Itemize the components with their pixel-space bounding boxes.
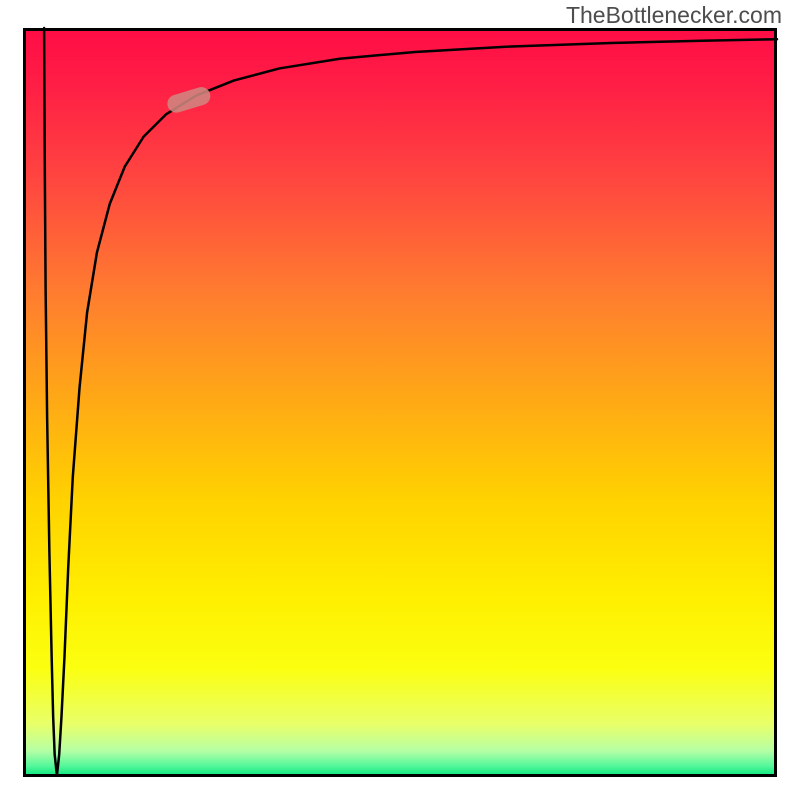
bottleneck-curve [44, 28, 777, 776]
watermark-source-label: TheBottlenecker.com [566, 2, 782, 29]
current-point-marker [165, 85, 212, 115]
figure-root: TheBottlenecker.com [0, 0, 800, 800]
plot-area [23, 28, 777, 777]
curve-layer [23, 28, 777, 777]
current-point-pill [165, 85, 212, 115]
